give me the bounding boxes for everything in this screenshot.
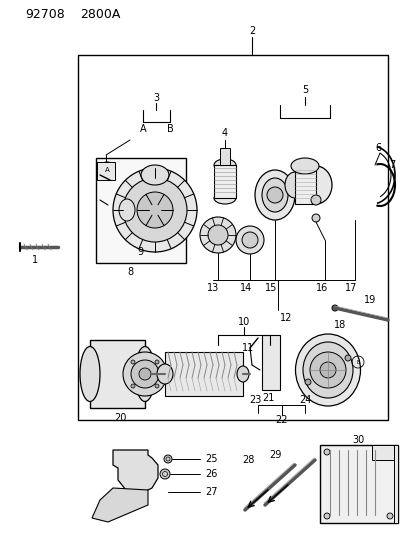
Text: 30: 30	[351, 435, 363, 445]
Text: 17: 17	[344, 283, 356, 293]
Bar	[294, 166, 315, 204]
Circle shape	[99, 162, 115, 178]
Polygon shape	[92, 488, 147, 522]
Bar	[214, 165, 235, 198]
Text: 10: 10	[237, 317, 249, 327]
Ellipse shape	[214, 192, 235, 204]
Text: 15: 15	[264, 283, 277, 293]
Bar	[219, 148, 230, 165]
Text: B: B	[166, 124, 173, 134]
Circle shape	[309, 352, 345, 388]
Text: 20: 20	[114, 413, 126, 423]
Text: 92708: 92708	[25, 9, 64, 21]
Ellipse shape	[261, 178, 287, 212]
Circle shape	[386, 513, 392, 519]
Bar	[371, 445, 393, 460]
Ellipse shape	[290, 158, 318, 174]
Text: 27: 27	[204, 487, 217, 497]
Ellipse shape	[135, 346, 154, 401]
Text: 8: 8	[127, 267, 133, 277]
Text: 28: 28	[241, 455, 254, 465]
Text: 2: 2	[248, 26, 254, 36]
Circle shape	[131, 384, 135, 388]
Circle shape	[154, 384, 159, 388]
Circle shape	[304, 379, 310, 385]
Text: 7: 7	[388, 160, 394, 170]
Ellipse shape	[80, 346, 100, 401]
Circle shape	[344, 355, 350, 361]
Bar	[90, 340, 145, 408]
Circle shape	[311, 214, 319, 222]
Text: 19: 19	[363, 295, 375, 305]
Ellipse shape	[295, 334, 360, 406]
Ellipse shape	[254, 170, 294, 220]
Circle shape	[266, 187, 282, 203]
Text: 12: 12	[279, 313, 292, 323]
Text: 5: 5	[301, 85, 307, 95]
Text: 9: 9	[137, 247, 143, 257]
Text: 2800A: 2800A	[80, 9, 120, 21]
Text: 14: 14	[239, 283, 252, 293]
Ellipse shape	[299, 166, 331, 204]
Text: 1: 1	[32, 255, 38, 265]
Text: 11: 11	[241, 343, 254, 353]
Bar	[96, 158, 185, 263]
Bar	[97, 162, 115, 180]
Text: 25: 25	[204, 454, 217, 464]
Bar	[261, 335, 279, 390]
Circle shape	[154, 360, 159, 364]
Text: 24: 24	[298, 395, 311, 405]
Circle shape	[139, 368, 151, 380]
Circle shape	[323, 449, 329, 455]
Circle shape	[323, 513, 329, 519]
Circle shape	[331, 305, 337, 311]
Text: 4: 4	[221, 128, 228, 138]
Circle shape	[310, 195, 320, 205]
Circle shape	[242, 232, 257, 248]
Text: 21: 21	[261, 393, 273, 403]
Text: 23: 23	[248, 395, 261, 405]
Circle shape	[123, 178, 187, 242]
Bar	[78, 55, 387, 420]
Text: 6: 6	[374, 143, 380, 153]
Bar	[319, 445, 397, 523]
Polygon shape	[113, 450, 158, 493]
Text: B: B	[355, 359, 359, 365]
Circle shape	[159, 469, 170, 479]
Ellipse shape	[119, 199, 135, 221]
Ellipse shape	[141, 165, 169, 185]
Ellipse shape	[236, 366, 248, 382]
Ellipse shape	[284, 172, 304, 198]
Text: 26: 26	[204, 469, 217, 479]
Circle shape	[207, 225, 228, 245]
Ellipse shape	[157, 364, 173, 384]
Text: 22: 22	[275, 415, 287, 425]
Circle shape	[199, 217, 235, 253]
Circle shape	[131, 360, 135, 364]
Circle shape	[113, 168, 197, 252]
Bar	[393, 445, 397, 523]
Circle shape	[131, 360, 159, 388]
Ellipse shape	[214, 159, 235, 171]
Text: A: A	[104, 167, 109, 173]
Circle shape	[235, 226, 263, 254]
Text: 3: 3	[152, 93, 159, 103]
Ellipse shape	[302, 342, 352, 398]
Circle shape	[137, 192, 173, 228]
Text: A: A	[139, 124, 146, 134]
Circle shape	[319, 362, 335, 378]
Text: 29: 29	[268, 450, 280, 460]
Text: 16: 16	[315, 283, 328, 293]
Text: 18: 18	[333, 320, 345, 330]
Circle shape	[123, 352, 166, 396]
Circle shape	[164, 455, 171, 463]
Text: 13: 13	[206, 283, 218, 293]
Bar	[165, 352, 242, 396]
